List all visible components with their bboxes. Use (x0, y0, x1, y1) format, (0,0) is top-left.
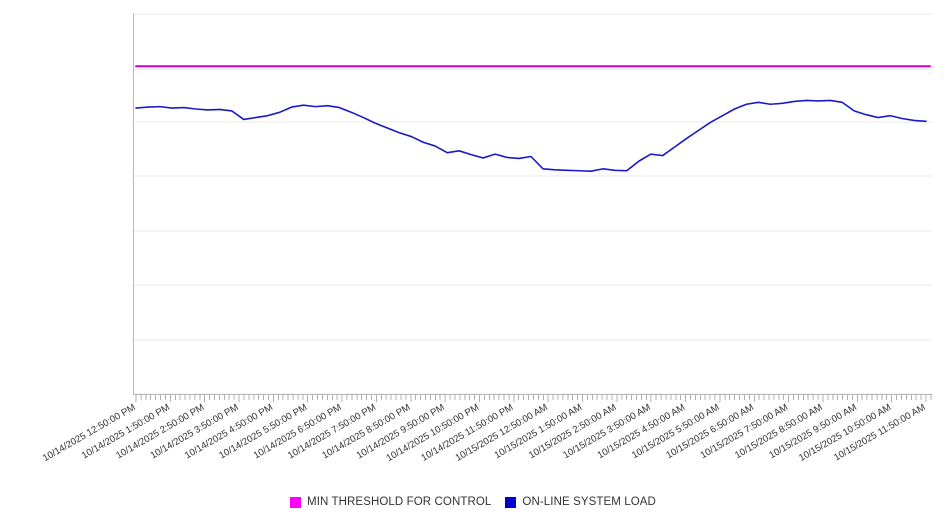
series-on-line-system-load (135, 99, 927, 173)
legend-swatch-magenta (290, 496, 302, 508)
series-group (135, 65, 931, 173)
legend-swatch-blue (505, 496, 517, 508)
legend-label-on-line-system-load: ON-LINE SYSTEM LOAD (522, 496, 656, 508)
gridlines-group (133, 13, 932, 395)
axis-group (133, 13, 932, 395)
legend-label-min-threshold-for-control: MIN THRESHOLD FOR CONTROL (307, 496, 492, 508)
x-axis-tick-marks (135, 395, 932, 402)
legend-item-min-threshold-for-control: MIN THRESHOLD FOR CONTROL (290, 496, 491, 508)
legend-item-on-line-system-load: ON-LINE SYSTEM LOAD (505, 496, 656, 508)
chart-legend: MIN THRESHOLD FOR CONTROL ON-LINE SYSTEM… (0, 496, 946, 508)
